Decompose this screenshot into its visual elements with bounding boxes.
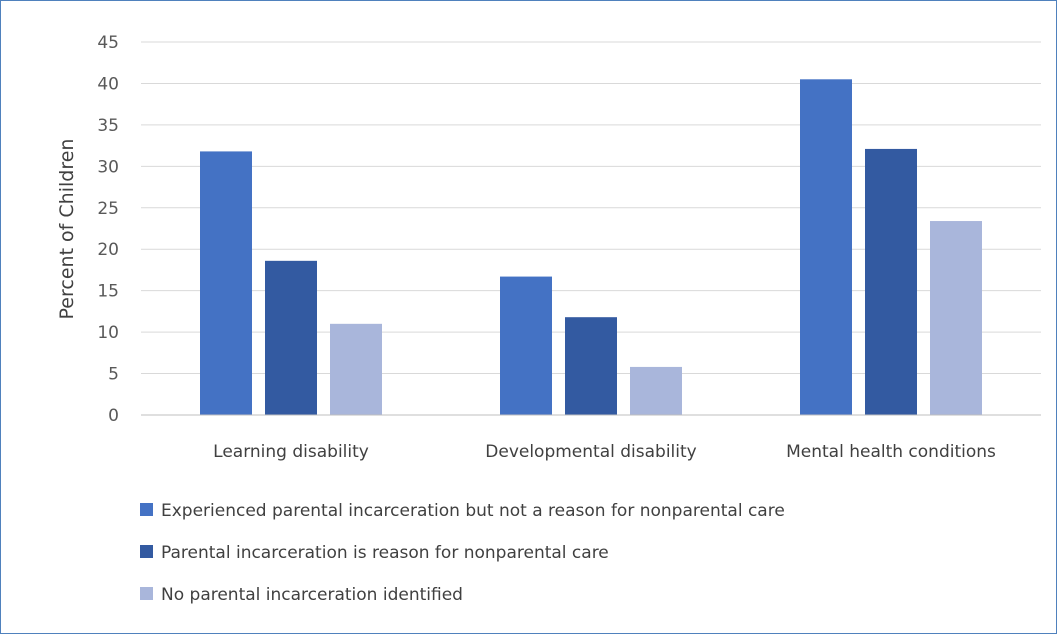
- x-category-label: Developmental disability: [485, 442, 696, 462]
- y-tick-label: 25: [97, 199, 119, 219]
- legend-swatch: [140, 587, 153, 600]
- bar: [200, 151, 252, 415]
- bar: [500, 276, 552, 415]
- legend-label: Experienced parental incarceration but n…: [161, 501, 785, 521]
- y-tick-label: 10: [97, 323, 119, 343]
- bar: [330, 323, 382, 415]
- bar: [930, 221, 982, 415]
- y-axis-tick-labels: 0 5 10 15 20 25 30 35 40 45: [97, 33, 119, 426]
- y-tick-label: 20: [97, 240, 119, 260]
- bar: [865, 148, 917, 415]
- y-tick-label: 5: [108, 365, 119, 385]
- y-tick-label: 40: [97, 74, 119, 94]
- bar: [265, 260, 317, 415]
- y-axis-label: Percent of Children: [56, 139, 78, 320]
- bar: [800, 79, 852, 416]
- y-tick-label: 45: [97, 33, 119, 53]
- y-tick-label: 15: [97, 282, 119, 302]
- y-tick-label: 35: [97, 116, 119, 136]
- legend-swatch: [140, 503, 153, 516]
- legend-swatch: [140, 545, 153, 558]
- legend-label: Parental incarceration is reason for non…: [161, 543, 609, 563]
- x-category-label: Mental health conditions: [786, 442, 996, 462]
- bar: [630, 366, 682, 415]
- bar: [565, 317, 617, 415]
- legend: Experienced parental incarceration but n…: [140, 501, 785, 605]
- y-tick-label: 30: [97, 157, 119, 177]
- x-category-label: Learning disability: [213, 442, 369, 462]
- bars: [200, 79, 982, 416]
- x-axis-category-labels: Learning disability Developmental disabil…: [213, 442, 996, 462]
- y-tick-label: 0: [108, 406, 119, 426]
- legend-label: No parental incarceration identified: [161, 585, 463, 605]
